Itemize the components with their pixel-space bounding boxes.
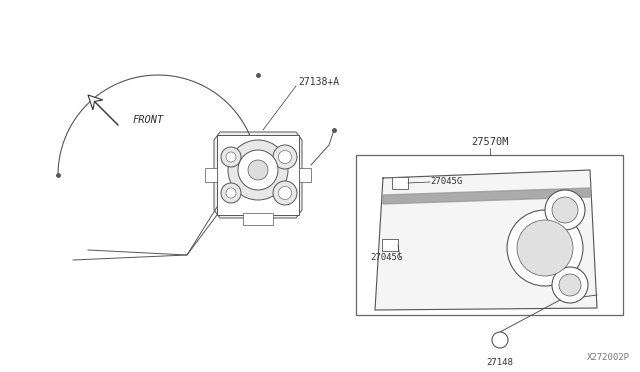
Bar	[217, 135, 299, 215]
Text: 27148: 27148	[486, 358, 513, 367]
Circle shape	[559, 274, 581, 296]
Polygon shape	[375, 170, 597, 310]
Circle shape	[226, 188, 236, 198]
Bar	[299, 168, 311, 182]
Circle shape	[273, 145, 297, 169]
Text: FRONT: FRONT	[133, 115, 164, 125]
Circle shape	[273, 181, 297, 205]
Bar	[382, 239, 398, 251]
Polygon shape	[88, 95, 103, 110]
Bar	[356, 155, 623, 315]
Bar	[392, 177, 408, 189]
Circle shape	[517, 220, 573, 276]
Text: 27045G: 27045G	[370, 253, 403, 263]
Circle shape	[226, 152, 236, 162]
Polygon shape	[214, 132, 302, 218]
Circle shape	[278, 150, 292, 164]
Circle shape	[552, 267, 588, 303]
Circle shape	[545, 190, 585, 230]
Circle shape	[248, 160, 268, 180]
Circle shape	[278, 186, 292, 200]
Circle shape	[552, 197, 578, 223]
Text: X272002P: X272002P	[587, 353, 630, 362]
Bar	[205, 168, 217, 182]
Circle shape	[492, 332, 508, 348]
Circle shape	[221, 183, 241, 203]
Text: 27138+A: 27138+A	[298, 77, 339, 87]
Circle shape	[221, 147, 241, 167]
Circle shape	[507, 210, 583, 286]
Text: 27045G: 27045G	[430, 177, 462, 186]
Text: 27570M: 27570M	[471, 137, 509, 147]
Polygon shape	[383, 188, 590, 204]
Bar	[243, 213, 273, 225]
Circle shape	[238, 150, 278, 190]
Circle shape	[228, 140, 288, 200]
